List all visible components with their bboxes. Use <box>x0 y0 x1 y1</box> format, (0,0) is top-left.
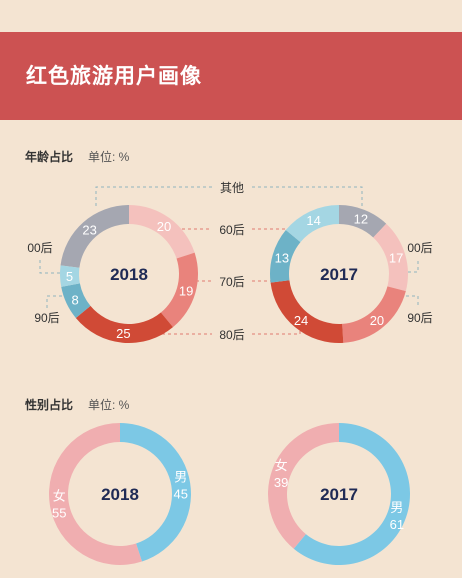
age-2018-slice-00后 <box>60 265 80 287</box>
age-2017-label-90后: 13 <box>275 250 289 265</box>
age-2017-label-00后: 14 <box>306 213 320 228</box>
gender-2017-label-女: 女 39 <box>274 458 288 490</box>
age-2018-label-80后: 25 <box>116 326 130 341</box>
leader-line-80后-right <box>252 324 301 335</box>
category-label-60后: 60后 <box>219 223 244 237</box>
leader-line-80后-left <box>159 324 212 335</box>
category-label-80后: 80后 <box>219 328 244 342</box>
age-2017-slice-其他 <box>339 205 387 238</box>
age-donut-chart: 其他 60后 70后 80后 00后 00后 90后 90后 23 20 19 25 8 5 2018 12 1… <box>27 181 433 343</box>
category-label-70后: 70后 <box>219 275 244 289</box>
leader-line-00后-left <box>39 260 62 274</box>
page-title: 红色旅游用户画像 <box>26 65 202 88</box>
leader-line-90后-left <box>46 295 68 308</box>
gender-2017-label-男: 男 61 <box>390 500 404 532</box>
age-2018-label-其他: 23 <box>82 222 96 237</box>
age-2018-slice-90后 <box>61 283 91 318</box>
age-2018-slice-80后 <box>75 305 173 343</box>
age-2017-slice-70后 <box>342 286 406 343</box>
age-2017-year-label: 2017 <box>320 265 358 284</box>
age-2018-slice-其他 <box>60 205 130 268</box>
gender-2018-label-男: 男 45 <box>174 469 188 501</box>
gender-2018-year-label: 2018 <box>101 485 139 504</box>
gender-2017-slice-女 <box>267 423 339 549</box>
age-2017-label-80后: 24 <box>294 313 308 328</box>
gender-2017-slice-男 <box>293 423 410 565</box>
leader-line-其他-right <box>252 186 363 206</box>
gender-section-title: 性别占比 <box>25 398 74 412</box>
age-section-unit: 单位: % <box>88 150 130 164</box>
age-2017-slice-00后 <box>285 205 339 243</box>
category-label-90后-right: 90后 <box>407 311 432 325</box>
category-label-90后-left: 90后 <box>34 311 59 325</box>
gender-2018-slice-男 <box>120 423 191 562</box>
age-2017-label-70后: 20 <box>370 313 384 328</box>
age-2018-label-00后: 5 <box>66 269 73 284</box>
age-2018-slice-70后 <box>160 252 198 328</box>
age-2017-slice-60后 <box>373 223 409 292</box>
age-2018-label-60后: 20 <box>157 219 171 234</box>
category-label-00后-right: 00后 <box>407 241 432 255</box>
gender-2017-year-label: 2017 <box>320 485 358 504</box>
age-2018-label-70后: 19 <box>179 284 193 299</box>
gender-2018-label-女: 女 55 <box>52 489 66 521</box>
leader-line-其他-left <box>95 186 212 206</box>
category-label-其他: 其他 <box>220 181 244 195</box>
age-2018-label-90后: 8 <box>72 292 79 307</box>
age-2017-slice-80后 <box>270 280 344 343</box>
age-2017-label-其他: 12 <box>354 212 368 227</box>
gender-donut-chart: 男 45 女 55 2018 男 61 女 39 2017 <box>48 423 410 565</box>
title-banner <box>0 32 462 120</box>
gender-section-unit: 单位: % <box>88 398 130 412</box>
age-2018-year-label: 2018 <box>110 265 148 284</box>
age-2017-label-60后: 17 <box>389 250 403 265</box>
age-2017-slice-90后 <box>270 230 301 283</box>
age-2018-slice-60后 <box>129 205 195 259</box>
gender-2018-slice-女 <box>48 423 142 565</box>
category-label-00后-left: 00后 <box>27 241 52 255</box>
age-section-title: 年龄占比 <box>25 150 74 164</box>
